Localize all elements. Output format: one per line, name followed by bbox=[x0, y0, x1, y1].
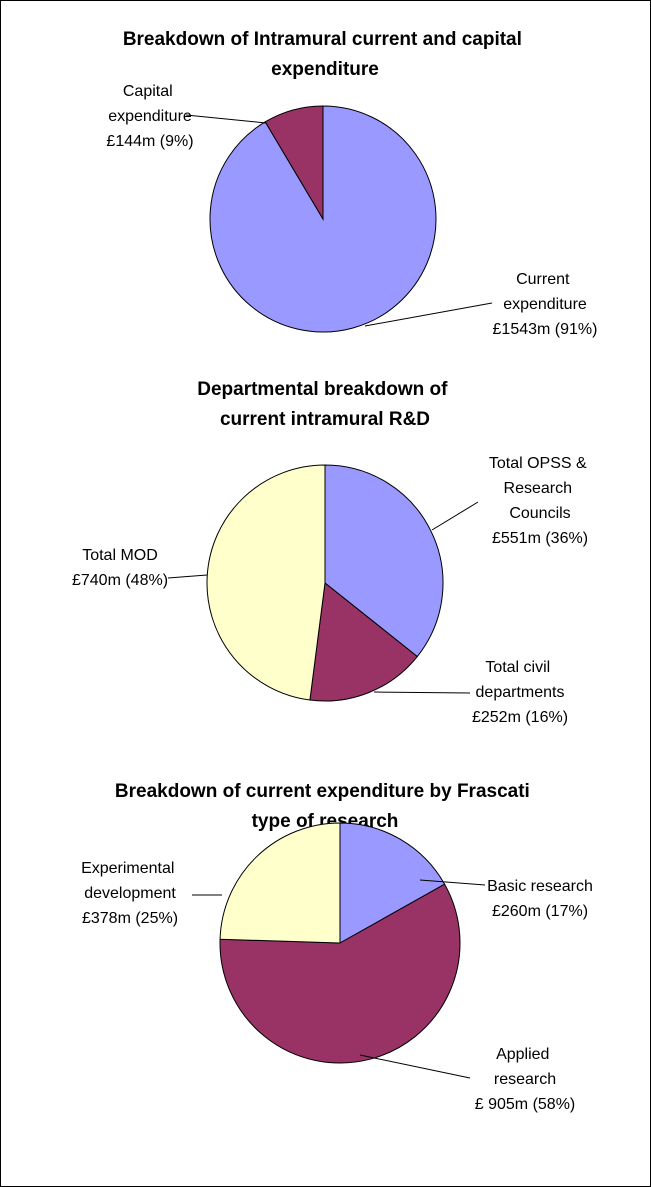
slice-label: Capital expenditure bbox=[108, 83, 192, 125]
slice-value-label: £740m (48%) bbox=[72, 572, 168, 589]
leader-line bbox=[359, 1054, 471, 1079]
slice-label: Current expenditure bbox=[503, 271, 587, 313]
slice-value-label: £144m (9%) bbox=[106, 133, 193, 150]
leader-line bbox=[431, 501, 479, 531]
leader-line bbox=[419, 879, 486, 886]
chart-title: Breakdown of Intramural current and capi… bbox=[123, 29, 527, 80]
leader-line bbox=[167, 574, 208, 579]
slice-value-label: £ 905m (58%) bbox=[475, 1096, 576, 1113]
pie-slice bbox=[264, 105, 324, 221]
leader-line bbox=[364, 302, 493, 327]
pie-slice bbox=[219, 883, 461, 1064]
slice-value-label: £1543m (91%) bbox=[493, 321, 598, 338]
pie-slice bbox=[219, 822, 341, 944]
leader-line bbox=[185, 114, 267, 124]
slice-value-label: £252m (16%) bbox=[472, 709, 568, 726]
slice-value-label: £551m (36%) bbox=[492, 530, 588, 547]
pie-slice bbox=[324, 464, 444, 658]
slice-label: Total civil departments bbox=[476, 659, 565, 701]
chart-title: Departmental breakdown of current intram… bbox=[197, 379, 453, 430]
pie-slice bbox=[309, 582, 418, 702]
pie-slice bbox=[339, 822, 446, 944]
slice-label: Applied research bbox=[494, 1046, 556, 1088]
slice-label: Basic research bbox=[487, 878, 593, 895]
slice-value-label: £260m (17%) bbox=[492, 903, 588, 920]
slice-value-label: £378m (25%) bbox=[82, 910, 178, 927]
slice-label: Total OPSS & Research Councils bbox=[489, 455, 591, 522]
slice-label: Total MOD bbox=[82, 547, 158, 564]
slice-label: Experimental development bbox=[81, 860, 179, 902]
pie-slice bbox=[206, 464, 326, 701]
leader-line bbox=[373, 691, 471, 694]
